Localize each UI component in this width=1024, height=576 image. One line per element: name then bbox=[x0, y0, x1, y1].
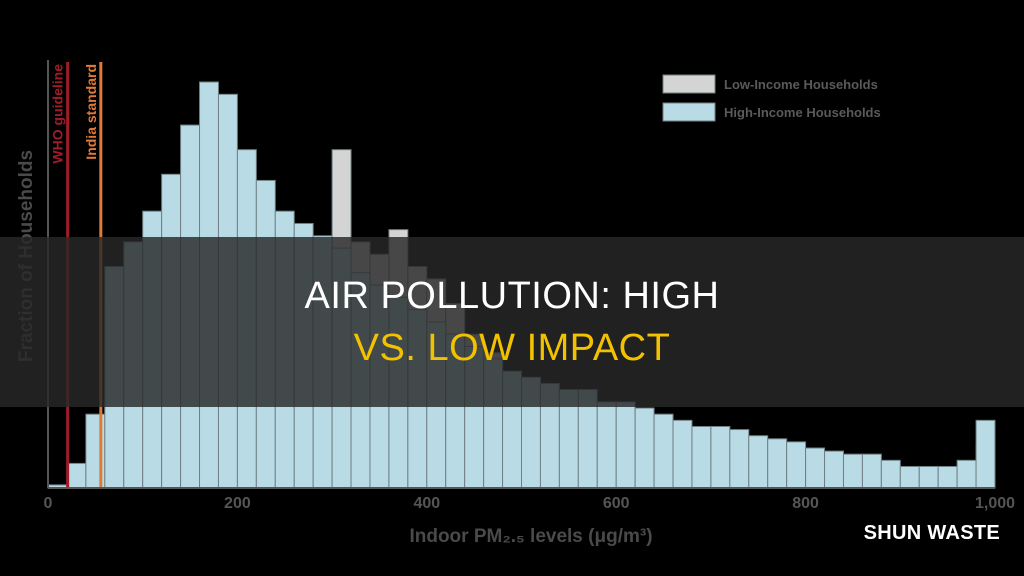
high-income-bar-35 bbox=[710, 425, 731, 489]
high-income-bar-38 bbox=[767, 438, 788, 489]
high-income-bar-47 bbox=[937, 465, 958, 489]
legend-swatch-0 bbox=[662, 74, 716, 94]
x-tick-label-2: 400 bbox=[413, 495, 440, 512]
high-income-bar-31 bbox=[634, 407, 655, 489]
reference-line-label-0: WHO guideline bbox=[50, 64, 66, 164]
legend-label-0: Low-Income Households bbox=[724, 77, 878, 92]
legend-swatch-1 bbox=[662, 102, 716, 122]
legend: Low-Income Households High-Income Househo… bbox=[662, 74, 881, 122]
x-tick-labels: 0 200 400 600 800 1,000 bbox=[44, 495, 1016, 512]
high-income-bar-48 bbox=[956, 459, 977, 489]
high-income-bar-39 bbox=[786, 441, 807, 489]
x-tick-label-5: 1,000 bbox=[975, 495, 1015, 512]
high-income-bar-42 bbox=[842, 453, 863, 489]
high-income-bar-34 bbox=[691, 425, 712, 489]
high-income-bar-30 bbox=[615, 401, 636, 489]
headline-line-1: Air Pollution: High bbox=[304, 275, 720, 317]
high-income-bar-29 bbox=[596, 401, 617, 489]
high-income-bar-32 bbox=[653, 413, 674, 489]
x-tick-label-0: 0 bbox=[44, 495, 53, 512]
headline-line-2: vs. Low Impact bbox=[353, 327, 671, 369]
high-income-bar-1 bbox=[66, 462, 87, 489]
x-tick-label-3: 600 bbox=[603, 495, 630, 512]
high-income-bar-41 bbox=[824, 450, 844, 489]
high-income-bar-37 bbox=[748, 435, 769, 489]
high-income-bar-49 bbox=[975, 419, 996, 489]
high-income-bar-33 bbox=[672, 419, 693, 489]
high-income-bar-46 bbox=[918, 465, 939, 489]
title-banner: Air Pollution: High vs. Low Impact bbox=[0, 237, 1024, 407]
high-income-bar-45 bbox=[899, 465, 920, 489]
x-axis-label: Indoor PM₂.₅ levels (μg/m³) bbox=[409, 526, 652, 547]
x-tick-label-4: 800 bbox=[792, 495, 819, 512]
high-income-bar-36 bbox=[729, 429, 750, 489]
high-income-bar-44 bbox=[880, 459, 901, 489]
legend-label-1: High-Income Households bbox=[724, 105, 881, 120]
reference-line-label-1: India standard bbox=[83, 64, 99, 160]
brand-logo-text: SHUN WASTE bbox=[863, 522, 1000, 544]
high-income-bar-40 bbox=[805, 447, 826, 489]
high-income-bar-43 bbox=[861, 453, 882, 489]
x-tick-label-1: 200 bbox=[224, 495, 251, 512]
